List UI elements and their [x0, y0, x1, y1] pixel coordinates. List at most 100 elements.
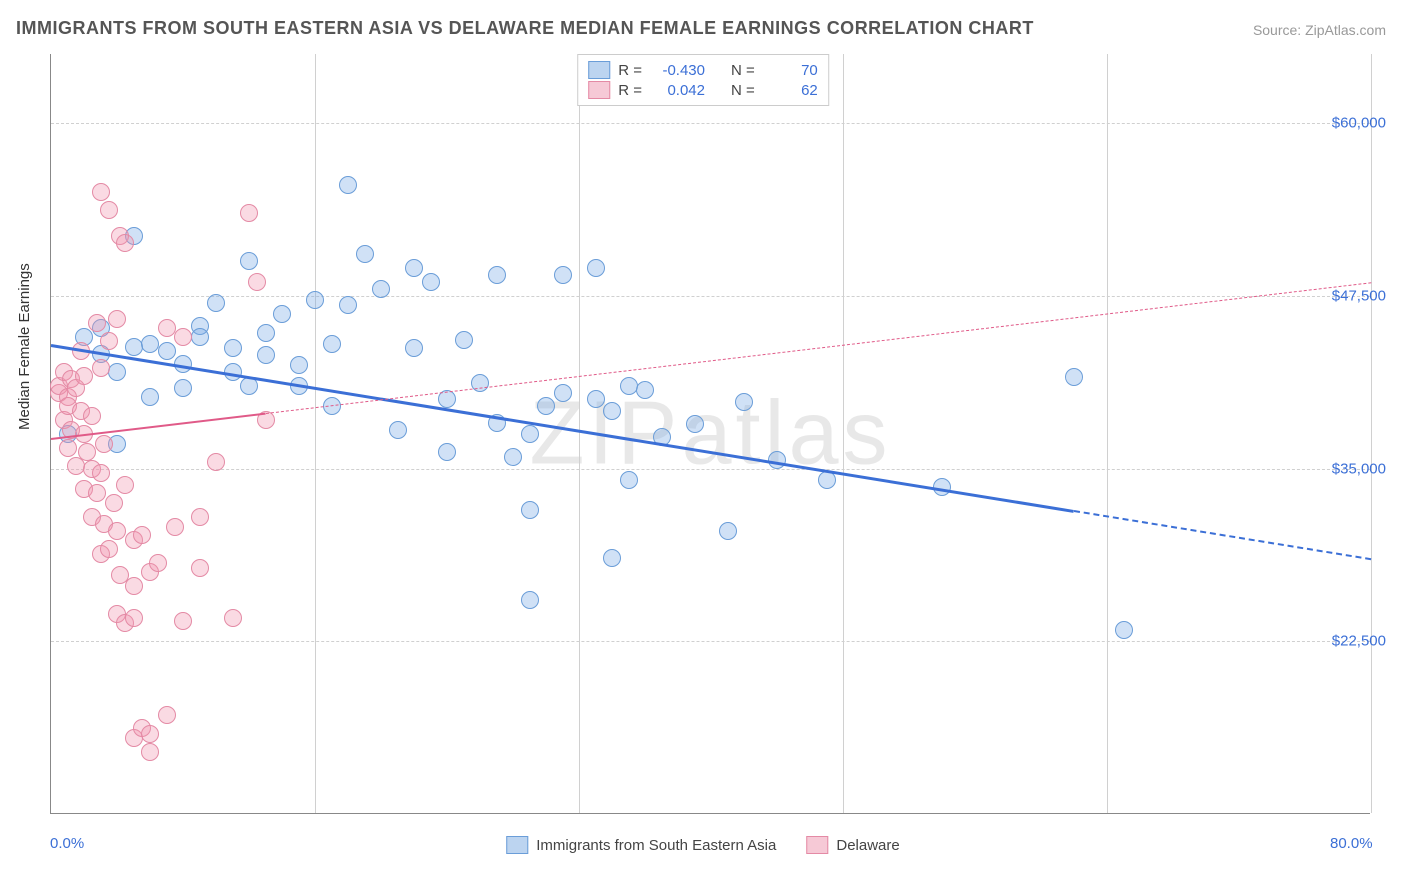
y-tick-label: $47,500 — [1332, 287, 1386, 304]
scatter-point-series-1 — [166, 518, 184, 536]
legend-series-item: Immigrants from South Eastern Asia — [506, 836, 776, 854]
source-label: Source: ZipAtlas.com — [1253, 22, 1386, 38]
scatter-point-series-0 — [587, 390, 605, 408]
scatter-point-series-0 — [273, 305, 291, 323]
scatter-point-series-1 — [105, 494, 123, 512]
gridline-v — [1371, 54, 1372, 813]
legend-n-value: 62 — [763, 82, 818, 99]
scatter-point-series-0 — [422, 273, 440, 291]
scatter-point-series-0 — [686, 415, 704, 433]
scatter-point-series-0 — [108, 363, 126, 381]
scatter-point-series-1 — [174, 328, 192, 346]
scatter-point-series-0 — [339, 296, 357, 314]
legend-swatch — [506, 836, 528, 854]
scatter-point-series-0 — [257, 324, 275, 342]
scatter-point-series-0 — [521, 425, 539, 443]
scatter-point-series-0 — [339, 176, 357, 194]
gridline-v — [1107, 54, 1108, 813]
scatter-point-series-1 — [125, 577, 143, 595]
scatter-point-series-0 — [257, 346, 275, 364]
scatter-point-series-0 — [323, 335, 341, 353]
legend-r-value: -0.430 — [650, 62, 705, 79]
scatter-point-series-1 — [125, 609, 143, 627]
scatter-point-series-1 — [240, 204, 258, 222]
scatter-point-series-0 — [158, 342, 176, 360]
chart-title: IMMIGRANTS FROM SOUTH EASTERN ASIA VS DE… — [16, 18, 1034, 39]
scatter-point-series-1 — [100, 201, 118, 219]
scatter-point-series-0 — [438, 443, 456, 461]
y-tick-label: $35,000 — [1332, 460, 1386, 477]
scatter-point-series-0 — [603, 549, 621, 567]
legend-r-value: 0.042 — [650, 82, 705, 99]
gridline-v — [843, 54, 844, 813]
scatter-point-series-0 — [719, 522, 737, 540]
scatter-point-series-1 — [224, 609, 242, 627]
scatter-point-series-0 — [537, 397, 555, 415]
legend-stat-row: R = -0.430 N = 70 — [588, 61, 818, 79]
scatter-point-series-1 — [207, 453, 225, 471]
scatter-point-series-0 — [174, 379, 192, 397]
scatter-point-series-1 — [88, 484, 106, 502]
legend-series-label: Immigrants from South Eastern Asia — [536, 837, 776, 854]
scatter-point-series-0 — [290, 356, 308, 374]
y-tick-label: $22,500 — [1332, 633, 1386, 650]
scatter-point-series-0 — [735, 393, 753, 411]
scatter-point-series-1 — [116, 234, 134, 252]
legend-stat-row: R =0.042N =62 — [588, 81, 818, 99]
x-tick-label: 80.0% — [1330, 835, 1373, 852]
scatter-point-series-1 — [83, 407, 101, 425]
scatter-point-series-0 — [933, 478, 951, 496]
scatter-point-series-0 — [389, 421, 407, 439]
scatter-point-series-1 — [141, 743, 159, 761]
scatter-point-series-0 — [405, 259, 423, 277]
correlation-chart: IMMIGRANTS FROM SOUTH EASTERN ASIA VS DE… — [0, 0, 1406, 892]
scatter-point-series-1 — [149, 554, 167, 572]
gridline-h — [51, 296, 1370, 297]
gridline-v — [315, 54, 316, 813]
scatter-point-series-1 — [174, 612, 192, 630]
scatter-point-series-0 — [455, 331, 473, 349]
legend-n-label: N = — [731, 62, 755, 79]
legend-swatch — [588, 81, 610, 99]
scatter-point-series-0 — [488, 266, 506, 284]
scatter-point-series-1 — [92, 464, 110, 482]
scatter-point-series-0 — [372, 280, 390, 298]
scatter-point-series-0 — [554, 384, 572, 402]
scatter-point-series-1 — [95, 435, 113, 453]
trendline — [51, 344, 1074, 513]
scatter-point-series-1 — [108, 522, 126, 540]
scatter-point-series-1 — [78, 443, 96, 461]
scatter-point-series-1 — [133, 526, 151, 544]
legend-bottom: Immigrants from South Eastern Asia Delawa… — [506, 836, 899, 854]
legend-series-label: Delaware — [836, 837, 899, 854]
scatter-point-series-0 — [141, 388, 159, 406]
legend-swatch — [806, 836, 828, 854]
scatter-point-series-1 — [191, 559, 209, 577]
gridline-h — [51, 469, 1370, 470]
legend-r-label: R = — [618, 82, 642, 99]
plot-area: ZIPatlas — [50, 54, 1370, 814]
scatter-point-series-0 — [554, 266, 572, 284]
legend-r-label: R = — [618, 62, 642, 79]
scatter-point-series-0 — [521, 591, 539, 609]
scatter-point-series-0 — [141, 335, 159, 353]
scatter-point-series-0 — [521, 501, 539, 519]
legend-n-value: 70 — [763, 62, 818, 79]
scatter-point-series-0 — [207, 294, 225, 312]
scatter-point-series-1 — [141, 725, 159, 743]
scatter-point-series-0 — [587, 259, 605, 277]
trendline — [265, 282, 1371, 414]
scatter-point-series-1 — [100, 332, 118, 350]
scatter-point-series-1 — [158, 319, 176, 337]
scatter-point-series-1 — [92, 359, 110, 377]
scatter-point-series-1 — [158, 706, 176, 724]
trendline — [1074, 510, 1371, 560]
scatter-point-series-1 — [108, 310, 126, 328]
scatter-point-series-1 — [75, 367, 93, 385]
scatter-point-series-0 — [240, 252, 258, 270]
scatter-point-series-1 — [100, 540, 118, 558]
y-axis-label: Median Female Earnings — [16, 263, 33, 430]
scatter-point-series-1 — [59, 439, 77, 457]
legend-series-item: Delaware — [806, 836, 899, 854]
scatter-point-series-0 — [405, 339, 423, 357]
